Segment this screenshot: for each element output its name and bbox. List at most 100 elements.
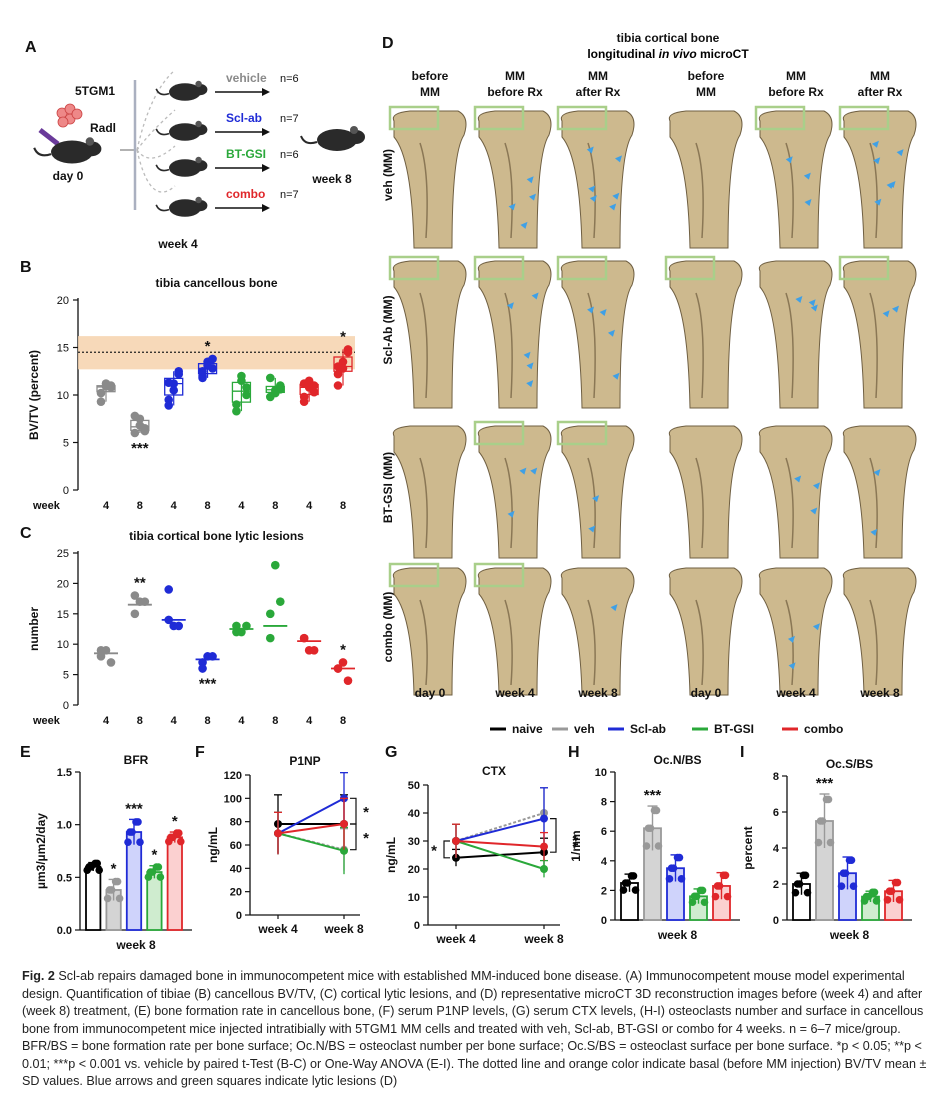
panel-e-point bbox=[134, 818, 142, 826]
panel-b-point bbox=[242, 383, 251, 392]
panel-d-bottom-label: week 8 bbox=[859, 686, 900, 700]
panel-h-point bbox=[723, 892, 732, 901]
panel-c-point bbox=[242, 621, 251, 631]
panel-c-point bbox=[130, 609, 140, 619]
panel-c-point bbox=[333, 664, 343, 673]
panel-d-bone-r0c5 bbox=[838, 105, 917, 249]
panel-d-lesion-arrow bbox=[785, 156, 793, 164]
panel-c-xtick-label: 4 bbox=[171, 715, 178, 727]
panel-d-lesion-square bbox=[473, 105, 525, 131]
panel-d-lesion-square bbox=[473, 420, 525, 446]
panel-d-lesion-arrow bbox=[531, 292, 539, 300]
panel-a-arrowhead bbox=[262, 164, 270, 172]
panel-d-lesion-arrow bbox=[589, 195, 597, 203]
panel-d-lesion-arrow bbox=[896, 149, 904, 157]
panel-d-bone-r1c4 bbox=[758, 260, 833, 409]
panel-d-title-part: in vivo bbox=[659, 47, 697, 61]
panel-c-point bbox=[164, 585, 174, 594]
legend-label-3: BT-GSI bbox=[714, 722, 754, 736]
panel-d-lesion-arrow bbox=[892, 305, 900, 313]
panel-b-point bbox=[164, 378, 174, 387]
panel-b-ytick-label: 20 bbox=[57, 295, 69, 307]
panel-d-lesion-square bbox=[473, 255, 525, 281]
panel-g-point bbox=[540, 865, 548, 873]
panel-h-point bbox=[667, 864, 676, 872]
panel-h-point bbox=[690, 892, 699, 901]
panel-i-point bbox=[837, 882, 846, 890]
panel-c-ytick-label: 0 bbox=[63, 700, 69, 712]
panel-d-bone-r3c0 bbox=[388, 562, 467, 696]
panel-i-point bbox=[883, 896, 892, 904]
panel-e-annotation: * bbox=[151, 847, 157, 864]
panel-d-col-header: MM bbox=[696, 85, 716, 99]
panel-e-point bbox=[105, 886, 114, 894]
panel-c-point bbox=[198, 664, 207, 673]
panel-d-bone-r1c3 bbox=[664, 255, 743, 409]
panel-c-point bbox=[270, 560, 280, 570]
panel-d-lesion-square bbox=[388, 105, 440, 131]
panel-b-annotation: *** bbox=[131, 440, 149, 457]
panel-a-branch bbox=[136, 145, 176, 159]
panel-d-bone-r3c1 bbox=[473, 562, 552, 696]
panel-c-xtick-label: 4 bbox=[306, 715, 313, 727]
panel-g-annotation: ** bbox=[564, 836, 581, 848]
panel-c-point bbox=[265, 633, 275, 643]
panel-i-ytick-label: 6 bbox=[773, 807, 779, 819]
panel-b-point bbox=[333, 381, 343, 390]
panel-b-xtick-label: 8 bbox=[205, 500, 211, 512]
panel-a-day0: day 0 bbox=[53, 169, 84, 183]
panel-a-branch bbox=[136, 149, 176, 193]
panel-c-xtick-label: 8 bbox=[205, 715, 211, 727]
panel-d-bone-r3c3 bbox=[668, 567, 743, 696]
panel-d-lesion-arrow bbox=[810, 304, 818, 312]
panel-d-lesion-arrow bbox=[587, 306, 595, 314]
panel-d-lesion-arrow bbox=[808, 299, 816, 307]
panel-e-point bbox=[93, 859, 101, 868]
panel-h-xlabel: week 8 bbox=[657, 928, 698, 942]
panel-h-point bbox=[644, 824, 653, 833]
panel-c-point bbox=[198, 658, 207, 667]
panel-h-point bbox=[700, 898, 709, 907]
panel-h-point bbox=[713, 882, 722, 890]
panel-c-xtick-label: 8 bbox=[137, 715, 143, 727]
panel-c-point bbox=[96, 652, 106, 661]
panel-d-lesion-arrow bbox=[788, 662, 796, 670]
panel-b-xtick-label: 4 bbox=[238, 500, 245, 512]
panel-d-lesion-arrow bbox=[803, 172, 811, 180]
panel-e-point bbox=[95, 866, 103, 874]
panel-b-xtick-label: 4 bbox=[171, 500, 178, 512]
panel-a-group-3: combo bbox=[226, 187, 265, 201]
panel-i-title: Oc.S/BS bbox=[826, 757, 873, 771]
panel-d-lesion-arrow bbox=[787, 635, 795, 643]
panel-b-point bbox=[140, 423, 150, 433]
panel-c-annotation: *** bbox=[199, 676, 217, 693]
panel-b-point bbox=[203, 361, 212, 370]
panel-e-point bbox=[113, 877, 122, 886]
panel-a-group-0: vehicle bbox=[226, 71, 267, 85]
panel-c-point bbox=[106, 658, 116, 667]
panel-a-arrowhead bbox=[262, 128, 270, 136]
legend-label-4: combo bbox=[804, 722, 843, 736]
panel-a-branch bbox=[136, 109, 176, 151]
panel-h-point bbox=[675, 853, 684, 862]
panel-d-lesion-arrow bbox=[615, 155, 623, 163]
panel-h-ylabel: 1/mm bbox=[569, 830, 583, 861]
panel-a-group-2: BT-GSI bbox=[226, 147, 266, 161]
panel-f-ytick-label: 80 bbox=[230, 817, 242, 829]
panel-b-point bbox=[333, 362, 343, 371]
panel-g-ytick-label: 50 bbox=[408, 780, 420, 792]
panel-c-annotation: ** bbox=[134, 575, 146, 592]
figure-caption: Fig. 2 Scl-ab repairs damaged bone in im… bbox=[22, 968, 934, 1091]
panel-i-point bbox=[862, 892, 871, 901]
panel-b-point bbox=[309, 381, 319, 390]
panel-g-ytick-label: 0 bbox=[414, 920, 420, 932]
panel-d-bone-r0c2 bbox=[556, 105, 635, 249]
panel-h-title: Oc.N/BS bbox=[653, 753, 701, 767]
panel-f-series-line-4 bbox=[277, 823, 345, 835]
panel-h-point bbox=[621, 879, 630, 887]
panel-a-week8: week 8 bbox=[311, 172, 352, 186]
panel-label-H: H bbox=[568, 744, 580, 761]
panel-b-ytick-label: 10 bbox=[57, 390, 69, 402]
panel-d-bottom-label: day 0 bbox=[415, 686, 446, 700]
panel-i-ytick-label: 0 bbox=[773, 915, 779, 927]
